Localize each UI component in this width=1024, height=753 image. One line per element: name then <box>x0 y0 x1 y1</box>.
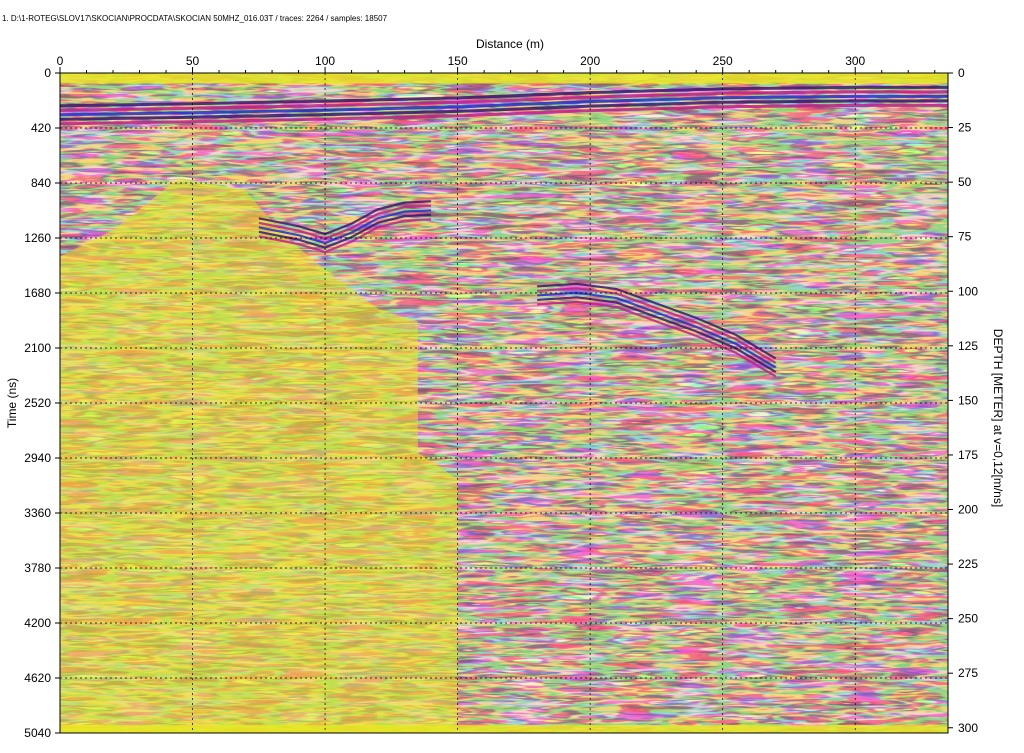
x-tick-label-300: 300 <box>845 54 865 68</box>
y2-tick-label-25: 25 <box>958 121 972 135</box>
y-tick-label-2100: 2100 <box>24 341 51 355</box>
y-tick-label-0: 0 <box>44 66 51 80</box>
y2-tick-label-0: 0 <box>958 66 965 80</box>
y2-tick-label-225: 225 <box>958 557 978 571</box>
y-tick-label-840: 840 <box>31 176 51 190</box>
reflector-2-line-0 <box>537 282 777 360</box>
y-tick-label-4620: 4620 <box>24 671 51 685</box>
y2-tick-label-275: 275 <box>958 666 978 680</box>
y2-tick-label-250: 250 <box>958 612 978 626</box>
reflector-1-line-4 <box>258 218 432 254</box>
file-info-header: 1. D:\1-ROTEG\SLOV17\SKOCIAN\PROCDATA\SK… <box>2 14 388 23</box>
reflector-2-line-1 <box>537 287 777 364</box>
y-tick-label-2940: 2940 <box>24 451 51 465</box>
reflector-0-line-1 <box>60 90 948 112</box>
reflector-0-line-0 <box>60 85 948 108</box>
y-tick-label-420: 420 <box>31 121 51 135</box>
y-tick-label-2520: 2520 <box>24 396 51 410</box>
reflector-1-line-1 <box>258 204 432 240</box>
y2-tick-label-125: 125 <box>958 339 978 353</box>
reflector-0-line-3 <box>60 99 948 121</box>
x-tick-label-50: 50 <box>186 54 200 68</box>
y2-tick-label-50: 50 <box>958 175 972 189</box>
reflector-0-line-2 <box>60 94 948 117</box>
y2-tick-label-100: 100 <box>958 284 978 298</box>
x-tick-label-0: 0 <box>57 54 64 68</box>
y-axis-title: Time (ns) <box>5 378 19 428</box>
y2-tick-label-75: 75 <box>958 230 972 244</box>
y2-axis-title: DEPTH [METER] at v=0,12[m/ns] <box>991 329 1005 507</box>
reflector-1-line-3 <box>258 213 432 249</box>
reflector-2-line-4 <box>537 300 777 378</box>
y-tick-label-1680: 1680 <box>24 286 51 300</box>
air-band <box>60 73 948 84</box>
low-reflection-zone <box>60 177 458 733</box>
x-tick-label-200: 200 <box>580 54 600 68</box>
reflector-1-line-2 <box>258 209 432 245</box>
y2-tick-label-150: 150 <box>958 393 978 407</box>
reflector-2-line-3 <box>537 296 777 373</box>
x-tick-label-150: 150 <box>448 54 468 68</box>
y-tick-label-1260: 1260 <box>24 231 51 245</box>
y2-tick-label-300: 300 <box>958 721 978 735</box>
y2-tick-label-175: 175 <box>958 448 978 462</box>
x-axis-title: Distance (m) <box>476 37 544 51</box>
y2-tick-label-200: 200 <box>958 503 978 517</box>
x-tick-label-250: 250 <box>713 54 733 68</box>
bottom-band <box>60 725 948 733</box>
y-tick-label-4200: 4200 <box>24 616 51 630</box>
y-tick-label-5040: 5040 <box>24 726 51 740</box>
y-tick-label-3780: 3780 <box>24 561 51 575</box>
reflector-0-line-4 <box>60 103 948 126</box>
x-tick-label-100: 100 <box>315 54 335 68</box>
y-tick-label-3360: 3360 <box>24 506 51 520</box>
reflector-1-line-0 <box>258 200 432 236</box>
